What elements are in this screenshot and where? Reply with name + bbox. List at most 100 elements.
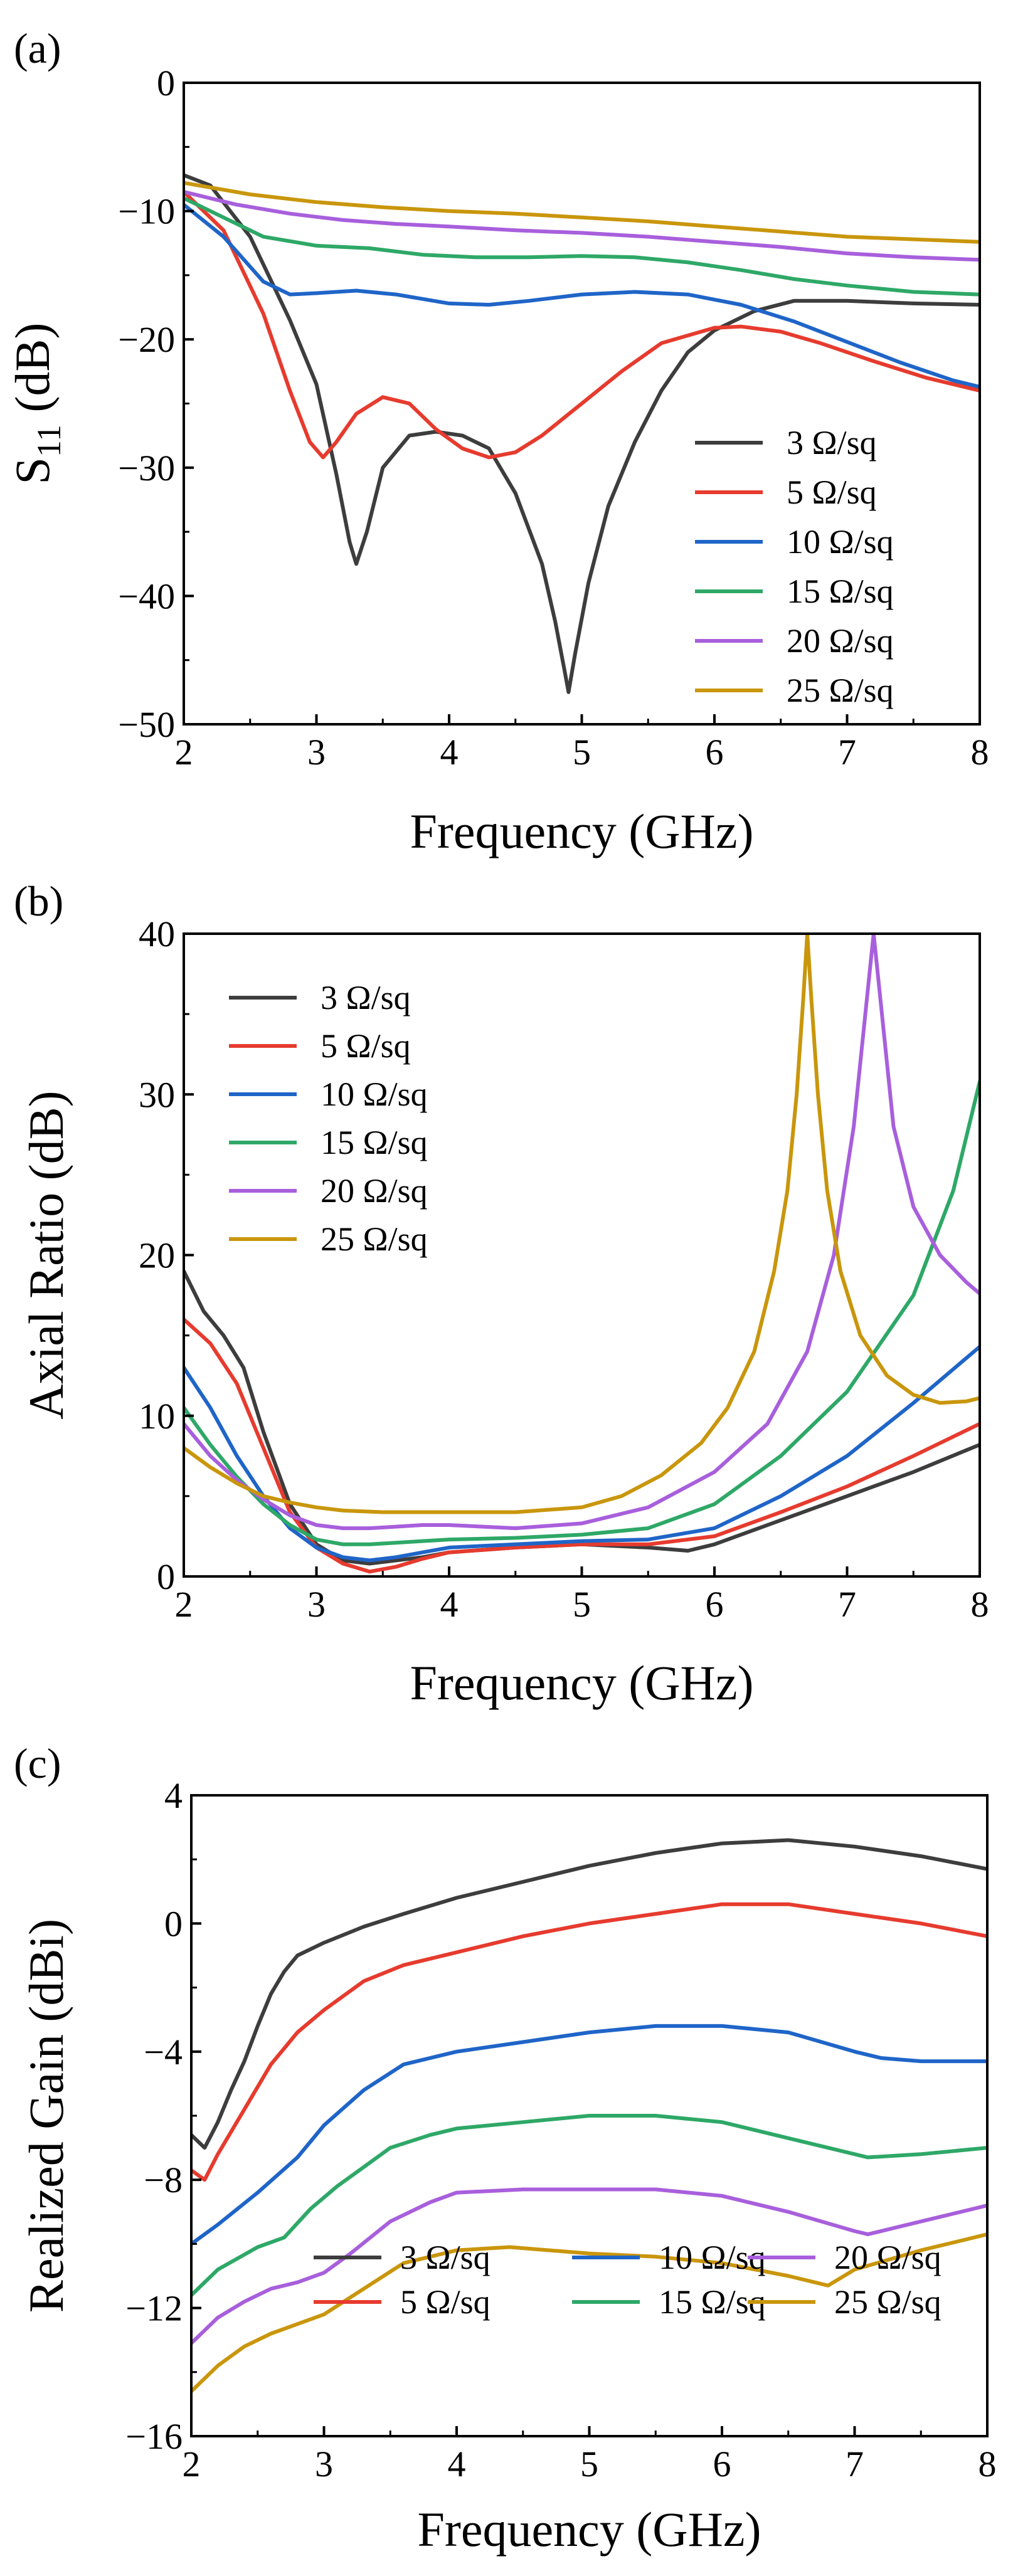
legend-label: 20 Ω/sq (834, 2239, 941, 2276)
y-axis-title: Realized Gain (dBi) (19, 1919, 73, 2313)
y-tick-label: 30 (139, 1074, 175, 1115)
x-tick-label: 5 (580, 2444, 598, 2484)
legend: 3 Ω/sq 5 Ω/sq 10 Ω/sq 15 Ω/sq 20 Ω/sq 25 Ω/sq (695, 424, 894, 709)
series-group (191, 1838, 987, 2394)
legend: 3 Ω/sq 5 Ω/sq 10 Ω/sq 15 Ω/sq 20 Ω/sq 25 Ω/sq (229, 979, 428, 1258)
x-tick-label: 6 (706, 1584, 724, 1625)
x-tick-label: 3 (307, 732, 326, 773)
x-tick-label: 6 (706, 732, 724, 773)
y-tick-label: −4 (144, 2032, 183, 2072)
legend-item: 25 Ω/sq (695, 672, 894, 709)
x-axis-title: Frequency (GHz) (418, 2502, 761, 2557)
legend-item: 5 Ω/sq (695, 473, 877, 511)
x-tick-label: 4 (440, 732, 459, 773)
y-tick-label: 0 (164, 1903, 183, 1944)
series-line-5-ohm (184, 189, 980, 460)
series-line-25-ohm (191, 2232, 987, 2394)
legend-label: 15 Ω/sq (321, 1124, 428, 1161)
legend-item: 20 Ω/sq (695, 622, 894, 660)
panel-label: (b) (14, 877, 63, 925)
x-tick-label: 7 (838, 732, 856, 773)
legend-item: 5 Ω/sq (229, 1027, 411, 1065)
x-tick-label: 8 (979, 2444, 997, 2484)
chart-panel-b: (b) 2 3 4 5 6 7 8 0 10 20 30 40 Frequency (GHz) Axial … (14, 877, 989, 1710)
y-tick-label: −20 (118, 319, 175, 360)
series-line-20-ohm (184, 189, 980, 262)
x-tick-label: 2 (175, 1584, 193, 1625)
x-tick-label: 8 (971, 732, 989, 773)
legend-label: 20 Ω/sq (787, 622, 894, 660)
series-line-15-ohm (191, 2114, 987, 2298)
legend-item: 20 Ω/sq (229, 1172, 428, 1210)
legend-label: 25 Ω/sq (321, 1220, 428, 1258)
series-line-3-ohm (191, 1838, 987, 2150)
legend-label: 15 Ω/sq (787, 573, 894, 610)
x-tick-label: 7 (838, 1584, 856, 1625)
legend-label: 10 Ω/sq (787, 523, 894, 561)
x-tick-label: 2 (175, 732, 193, 773)
legend-item: 3 Ω/sq (229, 979, 411, 1016)
x-tick-label: 6 (713, 2444, 731, 2484)
series-line-25-ohm (184, 181, 980, 244)
series-line-25-ohm (184, 932, 980, 1514)
series-line-10-ohm (184, 203, 980, 389)
y-tick-label: −8 (144, 2160, 183, 2200)
legend-item: 25 Ω/sq (748, 2283, 941, 2321)
legend-label: 10 Ω/sq (321, 1075, 428, 1113)
y-axis-title-suffix: (dB) (5, 323, 60, 425)
legend-item: 10 Ω/sq (695, 523, 894, 561)
x-tick-label: 5 (573, 1584, 591, 1625)
legend-item: 3 Ω/sq (695, 424, 877, 462)
y-axis-title: S11 (dB) (5, 323, 68, 485)
x-tick-label: 8 (971, 1584, 989, 1625)
series-line-15-ohm (184, 1079, 980, 1546)
x-tick-label: 3 (315, 2444, 333, 2484)
y-axis-title-subscript: 11 (30, 425, 68, 457)
legend-label: 5 Ω/sq (400, 2283, 491, 2321)
y-tick-label: 0 (157, 1556, 175, 1597)
legend-item: 15 Ω/sq (695, 573, 894, 610)
y-tick-label: 10 (139, 1396, 175, 1437)
panel-label: (c) (14, 1739, 61, 1787)
legend-label: 25 Ω/sq (834, 2283, 941, 2321)
legend-label: 25 Ω/sq (787, 672, 894, 709)
chart-panel-a: (a) 2 3 4 5 6 7 8 0 −10 −20 −30 −40 −50 Frequency (GHz… (5, 24, 989, 858)
series-line-20-ohm (191, 2187, 987, 2345)
y-tick-label: −40 (118, 576, 175, 616)
legend-label: 3 Ω/sq (400, 2239, 491, 2276)
legend-item: 5 Ω/sq (314, 2283, 491, 2321)
legend-label: 20 Ω/sq (321, 1172, 428, 1210)
y-tick-label: −16 (125, 2416, 183, 2457)
y-tick-label: −30 (118, 448, 175, 488)
chart-panel-c: (c) 2 3 4 5 6 7 8 4 0 −4 −8 −12 −16 Frequency (GHz) Rea… (14, 1739, 997, 2557)
y-tick-label: −50 (118, 704, 175, 745)
series-line-5-ohm (184, 1317, 980, 1574)
y-tick-label: −12 (125, 2288, 183, 2329)
y-tick-label: 20 (139, 1235, 175, 1276)
x-tick-label: 5 (573, 732, 591, 773)
series-line-20-ohm (184, 932, 980, 1531)
x-tick-label: 4 (440, 1584, 459, 1625)
legend-item: 10 Ω/sq (229, 1075, 428, 1113)
series-line-5-ohm (191, 1902, 987, 2182)
legend-label: 3 Ω/sq (321, 979, 411, 1016)
legend-label: 5 Ω/sq (787, 473, 877, 511)
series-line-3-ohm (184, 173, 980, 694)
panel-label: (a) (14, 24, 61, 72)
legend-item: 25 Ω/sq (229, 1220, 428, 1258)
series-line-10-ohm (191, 2024, 987, 2246)
series-group (184, 932, 980, 1574)
x-axis-title: Frequency (GHz) (410, 1655, 754, 1710)
y-tick-label: 40 (139, 914, 175, 954)
legend-item: 20 Ω/sq (748, 2239, 941, 2276)
x-tick-label: 4 (448, 2444, 466, 2484)
series-line-15-ohm (184, 196, 980, 297)
legend-item: 3 Ω/sq (314, 2239, 491, 2276)
x-axis-title: Frequency (GHz) (410, 804, 754, 858)
x-tick-label: 3 (307, 1584, 326, 1625)
y-tick-label: 0 (157, 63, 175, 103)
x-tick-label: 7 (846, 2444, 864, 2484)
y-tick-label: 4 (164, 1775, 183, 1816)
